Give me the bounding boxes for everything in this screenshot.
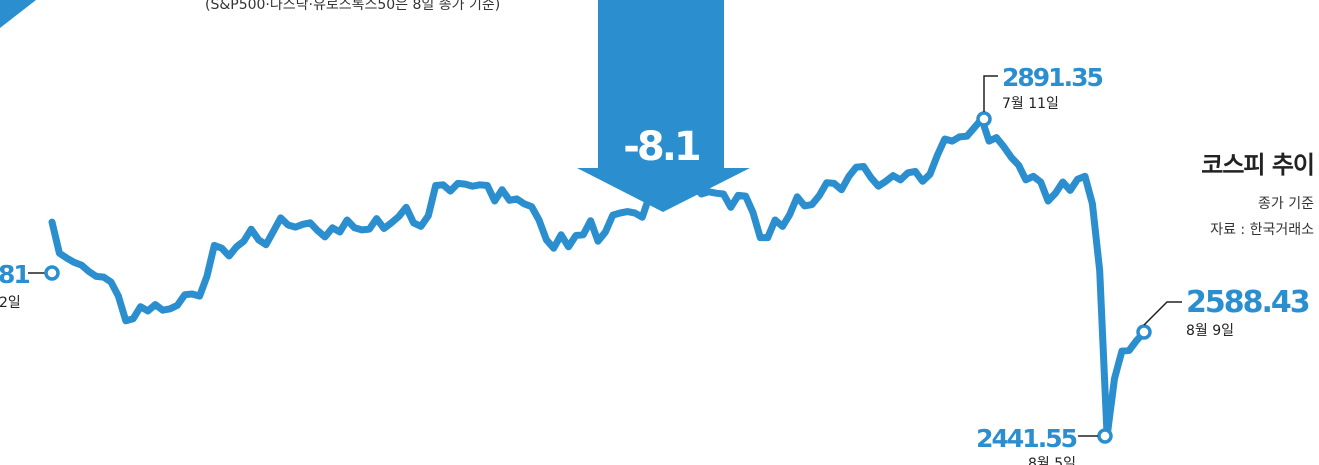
low-annotation: 2441.55 8월 5일	[976, 424, 1113, 465]
peak-value: 2891.35	[1002, 63, 1102, 92]
low-date: 8월 5일	[1028, 456, 1076, 465]
panel-title: 코스피 추이	[1201, 151, 1315, 179]
start-annotation: 81 2일	[0, 260, 60, 311]
end-value: 2588.43	[1186, 285, 1309, 320]
low-marker	[1097, 428, 1113, 444]
corner-arrow-fragment	[0, 0, 36, 28]
end-leader	[1143, 301, 1182, 326]
start-date: 2일	[0, 295, 21, 311]
header-note: (S&P500·나스닥·유로스톡스50은 8일 종가 기준)	[205, 0, 501, 13]
start-marker	[44, 265, 60, 281]
kospi-line	[48, 115, 1148, 440]
down-arrow-icon: -8.1	[577, 0, 750, 212]
end-date: 8월 9일	[1186, 323, 1234, 339]
down-arrow-head	[577, 168, 750, 212]
low-value: 2441.55	[976, 424, 1076, 453]
peak-date: 7월 11일	[1002, 96, 1059, 112]
peak-leader	[983, 75, 998, 112]
arrow-value: -8.1	[623, 124, 700, 170]
panel-source: 자료 : 한국거래소	[1210, 222, 1314, 238]
end-marker	[1136, 324, 1152, 340]
peak-annotation: 2891.35 7월 11일	[976, 63, 1104, 127]
peak-marker	[976, 111, 992, 127]
panel-basis: 종가 기준	[1258, 196, 1314, 212]
start-value: 81	[0, 260, 29, 289]
down-arrow-shaft	[598, 0, 724, 168]
end-annotation: 2588.43 8월 9일	[1136, 285, 1311, 340]
